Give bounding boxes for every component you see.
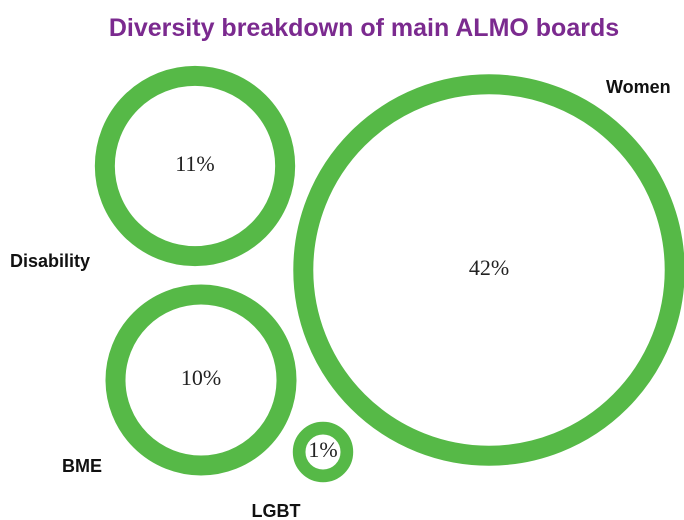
bubble	[292, 421, 354, 483]
bubble	[105, 284, 297, 476]
value-label: 10%	[181, 365, 221, 390]
bubble	[293, 74, 684, 466]
category-label: Disability	[10, 251, 90, 271]
value-label: 11%	[175, 151, 215, 176]
bubble	[94, 65, 296, 267]
category-label: BME	[62, 456, 102, 476]
value-label: 42%	[469, 255, 509, 280]
value-label: 1%	[308, 437, 337, 462]
category-label: LGBT	[252, 501, 301, 520]
chart-title: Diversity breakdown of main ALMO boards	[109, 14, 619, 42]
category-label: Women	[606, 77, 671, 97]
